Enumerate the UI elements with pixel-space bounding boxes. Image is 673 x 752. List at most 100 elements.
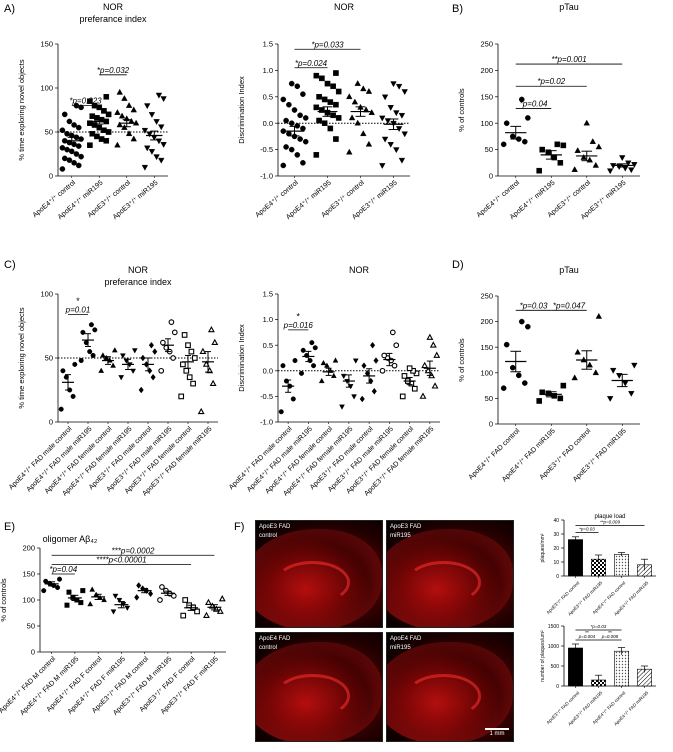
data-point	[114, 141, 121, 148]
micrograph-label: ApoE3 FAD miR195	[390, 524, 422, 539]
significance-label: *p=0.032	[97, 66, 130, 75]
data-point	[297, 112, 303, 119]
data-point	[515, 372, 522, 379]
significance-star: **	[585, 630, 589, 636]
data-point	[351, 394, 357, 400]
data-point	[324, 362, 330, 368]
data-point	[64, 602, 70, 608]
data-point	[373, 357, 379, 364]
data-point	[199, 347, 207, 354]
y-tick-label: 250	[480, 292, 493, 301]
data-point	[395, 126, 403, 133]
data-point	[87, 98, 93, 104]
y-tick-label: 0	[49, 418, 53, 427]
chart-c2: NOR -1.0 -0.5 0.0 0.5 1.0 1.5 Discrimination In…	[228, 265, 441, 498]
data-point	[316, 93, 322, 100]
data-point	[290, 396, 296, 402]
data-point	[360, 130, 367, 137]
data-point	[160, 142, 167, 148]
data-point	[401, 89, 408, 96]
data-point	[318, 377, 325, 384]
data-point	[131, 348, 138, 354]
significance-label: p=0.016	[283, 321, 314, 330]
data-point	[294, 123, 301, 129]
data-point	[525, 115, 531, 121]
data-point	[340, 373, 347, 380]
significance-star: **	[608, 630, 612, 636]
data-point	[72, 361, 78, 367]
data-point	[180, 612, 187, 619]
data-point	[580, 153, 587, 160]
y-tick-label: 0.5	[263, 341, 273, 350]
data-point	[509, 364, 516, 371]
y-tick-label: 10	[553, 560, 559, 566]
y-tick-label: 20	[553, 546, 559, 552]
data-point	[158, 124, 165, 131]
data-point	[186, 374, 193, 381]
data-point	[101, 127, 107, 134]
chart-title: pTau	[559, 2, 579, 12]
data-point	[130, 135, 137, 142]
data-point	[140, 354, 146, 362]
scale-bar-label: 1 mm	[489, 731, 505, 737]
data-point	[589, 138, 596, 144]
data-point	[571, 374, 578, 381]
y-tick-label: 30	[553, 532, 559, 538]
data-point	[327, 99, 334, 105]
micrograph-label: ApoE4 FAD control	[259, 636, 291, 651]
data-point	[518, 96, 525, 103]
data-point	[136, 582, 142, 589]
data-point	[124, 605, 131, 611]
y-tick-label: 1.0	[263, 315, 273, 324]
data-point	[330, 83, 336, 90]
data-point	[288, 120, 295, 126]
data-point	[595, 143, 603, 150]
data-point	[297, 136, 303, 142]
y-axis-label: number of plaques/um²	[540, 630, 546, 682]
significance-label: *p=0.04	[49, 565, 77, 574]
data-point	[381, 352, 388, 359]
y-tick-label: 0	[489, 172, 493, 181]
data-point	[365, 140, 373, 147]
data-point	[144, 145, 151, 152]
data-point	[280, 162, 287, 169]
data-point	[286, 101, 292, 108]
data-point	[335, 115, 342, 121]
data-point	[148, 112, 156, 118]
data-point	[148, 341, 154, 349]
data-point	[592, 369, 600, 376]
significance-label: **p=0.001	[551, 55, 586, 64]
data-point	[60, 368, 66, 374]
data-point	[333, 136, 339, 142]
significance-label: *p=0.024	[295, 59, 328, 68]
y-tick-label: -0.5	[260, 145, 273, 154]
data-point	[101, 108, 107, 114]
data-point	[98, 367, 105, 373]
micrograph-label: ApoE3 FAD control	[259, 524, 291, 539]
data-point	[574, 147, 581, 153]
data-point	[134, 594, 140, 601]
y-tick-label: 200	[480, 317, 493, 326]
y-tick-label: 200	[22, 544, 35, 553]
data-point	[170, 355, 176, 361]
data-point	[390, 81, 397, 88]
data-point	[381, 136, 389, 143]
y-axis-label: % time exploring novel objects	[17, 59, 26, 161]
data-point	[300, 91, 306, 97]
data-point	[57, 576, 63, 582]
chart-title: NOR	[128, 265, 149, 275]
data-point	[92, 327, 98, 333]
data-point	[583, 119, 590, 126]
data-point	[59, 127, 66, 134]
data-point	[94, 133, 100, 140]
chart-a2: NOR -1.0 -0.5 0.0 0.5 1.0 1.5 Discrimination In…	[237, 2, 410, 221]
chart-a1: NOR preferance index 0 50 100 150 % time explo…	[17, 2, 168, 221]
data-point	[130, 368, 136, 374]
data-point	[91, 122, 98, 128]
data-point	[294, 83, 301, 90]
data-point	[360, 85, 367, 92]
significance-label: p=0.01	[65, 305, 91, 314]
data-point	[387, 105, 394, 111]
data-point	[557, 159, 564, 166]
